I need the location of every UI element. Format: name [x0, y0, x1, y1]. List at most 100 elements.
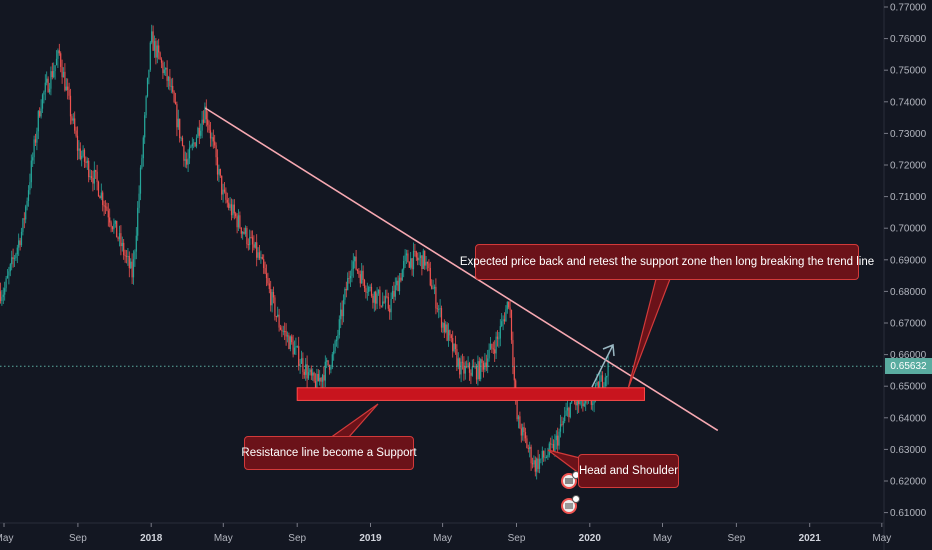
candle-body [575, 401, 577, 406]
candle-body [540, 458, 542, 460]
candle-body [516, 397, 518, 420]
candle-body [338, 319, 340, 336]
projection-arrow-icon [591, 343, 615, 388]
x-tick-label: 2019 [359, 533, 382, 544]
candle-body [293, 347, 296, 355]
event-marker-badge [572, 495, 580, 503]
candle-body [12, 257, 14, 260]
candle-body [256, 242, 258, 258]
candle-body [442, 323, 444, 328]
candle-body [347, 278, 349, 291]
candle-body [326, 360, 328, 362]
candle-body [71, 116, 73, 121]
candle-body [74, 118, 76, 131]
candle-body [197, 127, 199, 138]
candle-body [219, 169, 221, 176]
candle-body [39, 111, 41, 117]
candle-body [176, 104, 178, 128]
candle-body [355, 256, 357, 270]
candle-body [2, 294, 4, 297]
candle-body [382, 301, 384, 307]
candle-body [321, 375, 324, 382]
candle-body [179, 118, 181, 139]
candle-body [411, 258, 413, 270]
candle-body [177, 118, 179, 128]
candle-body [167, 76, 170, 81]
candle-body [159, 52, 161, 60]
support-zone[interactable] [296, 387, 645, 401]
candle-body [356, 269, 359, 272]
candle-body [327, 360, 329, 366]
y-tick-label: 0.77000 [890, 3, 927, 14]
candle-body [491, 343, 493, 349]
candle-body [215, 145, 217, 158]
candle-body [365, 288, 367, 293]
candle-body [187, 158, 189, 165]
candle-body [550, 443, 552, 445]
candle-body [48, 88, 51, 93]
candle-body [352, 261, 354, 270]
candle-body [471, 366, 473, 376]
candle-body [524, 432, 527, 439]
candle-body [282, 330, 284, 332]
candle-body [32, 157, 34, 161]
candle-body [529, 446, 531, 449]
candle-body [233, 204, 235, 214]
candle-body [425, 261, 427, 266]
candle-body [317, 373, 319, 382]
candle-body [216, 157, 219, 175]
candle-body [41, 94, 44, 109]
candle-body [494, 349, 496, 354]
candle-body [428, 263, 430, 268]
candle-body [46, 78, 48, 83]
candle-body [566, 407, 569, 411]
candle-body [260, 257, 262, 259]
candle-body [417, 257, 419, 261]
candle-body [103, 204, 105, 207]
candle-body [335, 339, 338, 342]
candle-body [130, 261, 132, 269]
candle-body [337, 335, 339, 340]
y-tick-label: 0.75000 [890, 66, 927, 77]
candle-body [305, 364, 307, 375]
candle-body [601, 375, 604, 389]
candle-body [229, 204, 231, 208]
candle-body [526, 438, 528, 449]
candle-body [426, 261, 429, 264]
candle-body [102, 192, 104, 205]
candle-body [29, 182, 31, 191]
candle-body [226, 199, 228, 203]
candle-body [51, 71, 53, 78]
candle-body [194, 142, 196, 147]
candle-body [368, 287, 370, 292]
candle-body [166, 67, 168, 81]
candle-body [60, 53, 62, 67]
candle-body [195, 137, 198, 147]
candle-body [125, 256, 128, 257]
candle-body [349, 275, 352, 279]
candle-body [383, 301, 385, 303]
candle-body [424, 250, 426, 266]
candle-body [25, 206, 27, 220]
candle-body [536, 458, 538, 472]
candle-body [277, 314, 279, 317]
candle-body [408, 262, 410, 268]
candle-body [141, 158, 143, 168]
candle-body [373, 291, 375, 303]
candle-body [496, 336, 499, 339]
candle-body [565, 410, 567, 416]
candle-body [384, 296, 387, 303]
candle-body [156, 45, 158, 58]
candle-body [78, 148, 80, 151]
candle-body [481, 359, 483, 363]
candle-body [92, 178, 94, 184]
candle-body [603, 385, 605, 389]
candle-body [401, 269, 403, 281]
candle-body [54, 65, 56, 71]
candle-body [340, 309, 342, 320]
candle-body [438, 309, 440, 310]
event-markers-icon[interactable] [561, 471, 580, 514]
candle-body [254, 242, 256, 248]
candle-body [271, 291, 273, 306]
